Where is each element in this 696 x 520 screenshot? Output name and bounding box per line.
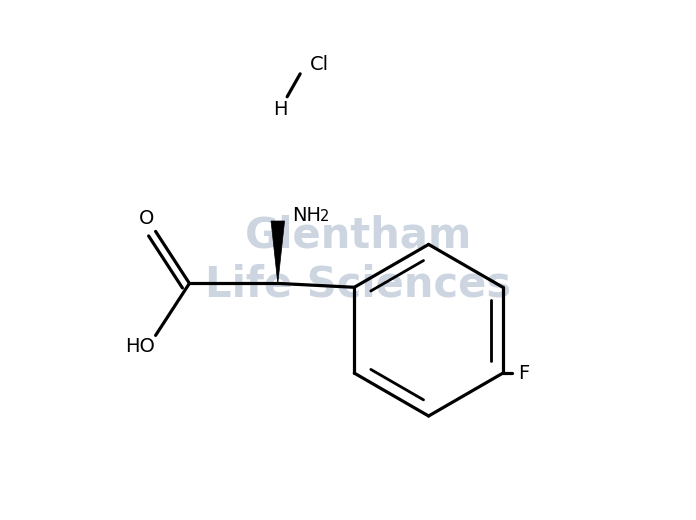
Text: F: F [519, 363, 530, 383]
Text: O: O [139, 209, 154, 228]
Text: H: H [273, 100, 287, 119]
Text: NH: NH [292, 206, 321, 225]
Polygon shape [271, 221, 285, 283]
Text: 2: 2 [319, 209, 329, 224]
Text: Cl: Cl [310, 56, 329, 74]
Text: HO: HO [125, 337, 155, 356]
Text: Glentham
Life Sciences: Glentham Life Sciences [205, 215, 512, 305]
